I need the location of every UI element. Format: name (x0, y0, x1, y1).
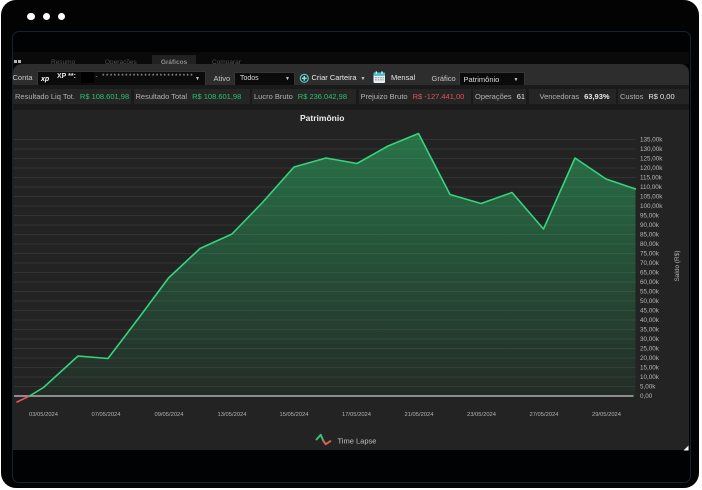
svg-text:25,00k: 25,00k (640, 346, 660, 353)
svg-text:105,00k: 105,00k (640, 194, 663, 201)
svg-text:125,00k: 125,00k (640, 156, 663, 163)
svg-text:17/05/2024: 17/05/2024 (342, 412, 372, 418)
svg-text:27/05/2024: 27/05/2024 (529, 412, 559, 418)
svg-text:29/05/2024: 29/05/2024 (592, 412, 622, 418)
svg-text:55,00k: 55,00k (640, 289, 660, 296)
svg-text:115,00k: 115,00k (640, 175, 663, 182)
svg-text:65,00k: 65,00k (640, 270, 660, 277)
svg-text:80,00k: 80,00k (640, 241, 660, 248)
svg-text:Saldo (R$): Saldo (R$) (674, 250, 681, 281)
svg-text:20,00k: 20,00k (640, 355, 660, 362)
svg-text:70,00k: 70,00k (640, 260, 660, 267)
svg-text:75,00k: 75,00k (640, 251, 660, 258)
svg-text:0,00: 0,00 (640, 393, 653, 400)
svg-text:Time Lapse: Time Lapse (338, 437, 377, 446)
svg-text:85,00k: 85,00k (640, 232, 660, 239)
svg-text:35,00k: 35,00k (640, 327, 660, 334)
svg-text:100,00k: 100,00k (640, 203, 663, 210)
svg-text:110,00k: 110,00k (640, 184, 663, 191)
svg-text:21/05/2024: 21/05/2024 (404, 412, 434, 418)
svg-text:130,00k: 130,00k (640, 146, 663, 153)
svg-text:09/05/2024: 09/05/2024 (154, 412, 184, 418)
svg-text:13/05/2024: 13/05/2024 (217, 412, 247, 418)
svg-text:15/05/2024: 15/05/2024 (279, 412, 309, 418)
svg-text:40,00k: 40,00k (640, 317, 660, 324)
svg-text:10,00k: 10,00k (640, 374, 660, 381)
svg-text:5,00k: 5,00k (640, 384, 656, 391)
svg-text:95,00k: 95,00k (640, 213, 660, 220)
svg-text:120,00k: 120,00k (640, 165, 663, 172)
svg-text:90,00k: 90,00k (640, 222, 660, 229)
svg-text:50,00k: 50,00k (640, 298, 660, 305)
svg-text:07/05/2024: 07/05/2024 (91, 412, 121, 418)
svg-text:45,00k: 45,00k (640, 308, 660, 315)
svg-text:03/05/2024: 03/05/2024 (29, 412, 59, 418)
svg-text:135,00k: 135,00k (640, 137, 663, 144)
svg-text:60,00k: 60,00k (640, 279, 660, 286)
svg-text:30,00k: 30,00k (640, 336, 660, 343)
svg-text:15,00k: 15,00k (640, 365, 660, 372)
svg-text:23/05/2024: 23/05/2024 (467, 412, 497, 418)
